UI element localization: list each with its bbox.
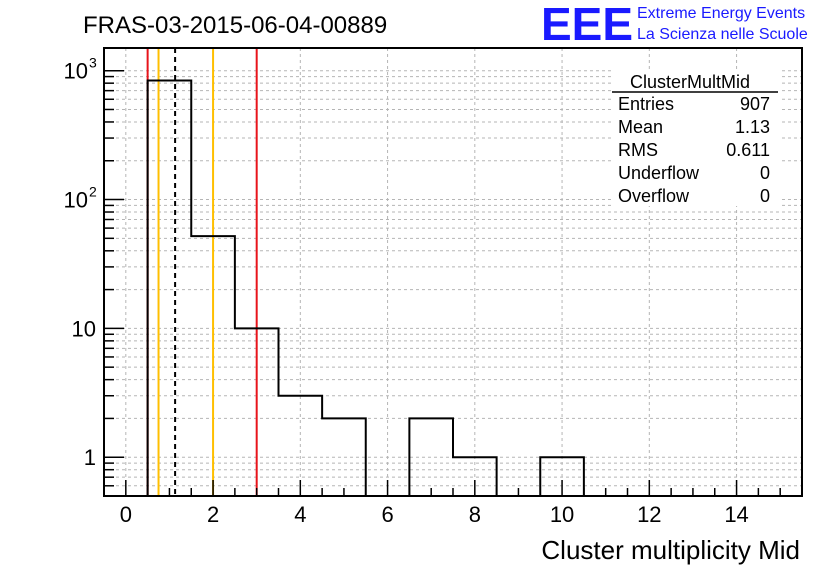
- x-tick-label: 0: [120, 502, 132, 527]
- x-tick-label: 8: [469, 502, 481, 527]
- y-tick-label: 10: [64, 59, 88, 84]
- marker-lines: [146, 48, 258, 496]
- stats-label: Mean: [618, 117, 663, 137]
- y-tick-label: 10: [72, 316, 96, 341]
- stats-value: 0: [760, 163, 770, 183]
- logo-letters: EEE: [541, 0, 633, 50]
- stats-label: Underflow: [618, 163, 700, 183]
- stats-box: ClusterMultMid Entries 907 Mean 1.13 RMS 0.61…: [612, 70, 782, 206]
- x-tick-label: 12: [637, 502, 661, 527]
- x-tick-label: 14: [724, 502, 748, 527]
- x-tick-label: 4: [294, 502, 306, 527]
- stats-name: ClusterMultMid: [630, 72, 750, 92]
- logo-line1: Extreme Energy Events: [637, 5, 805, 22]
- logo-line2: La Scienza nelle Scuole: [637, 26, 808, 43]
- eee-logo: EEE Extreme Energy Events La Scienza nel…: [541, 0, 808, 50]
- stats-value: 1.13: [735, 117, 770, 137]
- chart-title: FRAS-03-2015-06-04-00889: [83, 12, 387, 39]
- x-axis-label: Cluster multiplicity Mid: [541, 535, 800, 565]
- x-tick-label: 6: [381, 502, 393, 527]
- y-tick-label: 1: [84, 445, 96, 470]
- stats-label: Entries: [618, 94, 674, 114]
- stats-label: Overflow: [618, 186, 690, 206]
- stats-value: 0: [760, 186, 770, 206]
- plot-frame: [103, 47, 803, 497]
- axis-ticks: [104, 69, 781, 497]
- y-tick-label: 10: [64, 188, 88, 213]
- stats-label: RMS: [618, 140, 658, 160]
- y-tick-exponent: 3: [89, 55, 97, 71]
- x-tick-label: 2: [207, 502, 219, 527]
- histogram-outline: [146, 79, 585, 496]
- x-tick-label: 10: [550, 502, 574, 527]
- stats-value: 907: [740, 94, 770, 114]
- y-tick-exponent: 2: [89, 184, 97, 200]
- stats-value: 0.611: [726, 140, 770, 160]
